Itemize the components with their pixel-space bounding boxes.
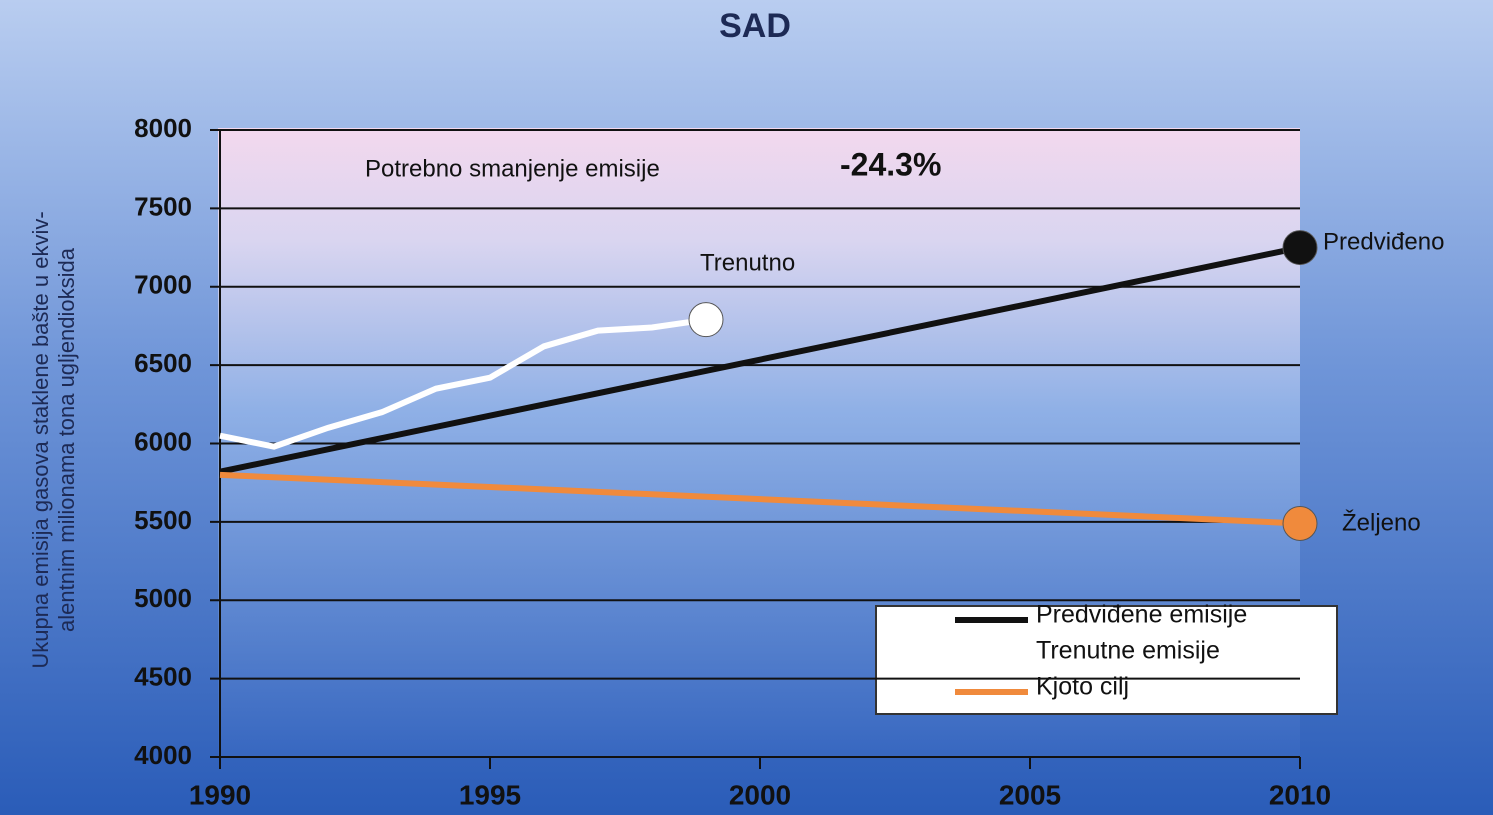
- annotation: Željeno: [1342, 509, 1421, 536]
- legend-label: Kjoto cilj: [1036, 673, 1129, 701]
- annotation: Potrebno smanjenje emisije: [365, 155, 660, 182]
- y-tick-label: 6000: [134, 426, 192, 456]
- end-marker: [1282, 505, 1318, 541]
- annotation: Predviđeno: [1323, 228, 1444, 255]
- y-tick-label: 5500: [134, 505, 192, 535]
- legend: [875, 605, 1338, 715]
- legend-label: Trenutne emisije: [1036, 637, 1220, 665]
- y-tick-label: 7000: [134, 270, 192, 300]
- annotation: Trenutno: [700, 249, 795, 276]
- y-axis-label: Ukupna emisija gasova staklene bašte u e…: [28, 211, 53, 668]
- x-tick-label: 1995: [459, 779, 521, 810]
- legend-label: Predviđene emisije: [1036, 601, 1247, 629]
- series-line: [219, 244, 1301, 475]
- y-tick-label: 6500: [134, 348, 192, 378]
- end-marker: [1282, 230, 1318, 266]
- x-tick-label: 2010: [1269, 779, 1331, 810]
- end-marker: [688, 302, 724, 338]
- y-tick-label: 4000: [134, 740, 192, 770]
- y-tick-label: 4500: [134, 662, 192, 692]
- chart-title: SAD: [719, 7, 791, 45]
- x-tick-label: 1990: [189, 779, 251, 810]
- y-tick-label: 5000: [134, 583, 192, 613]
- y-tick-label: 8000: [134, 113, 192, 143]
- x-tick-label: 2000: [729, 779, 791, 810]
- x-tick-label: 2005: [999, 779, 1061, 810]
- y-axis-label: alentnim milionama tona ugljendioksida: [54, 247, 79, 632]
- series-line: [219, 471, 1301, 527]
- series-line: [219, 316, 707, 450]
- y-tick-label: 7500: [134, 191, 192, 221]
- annotation: -24.3%: [840, 146, 941, 182]
